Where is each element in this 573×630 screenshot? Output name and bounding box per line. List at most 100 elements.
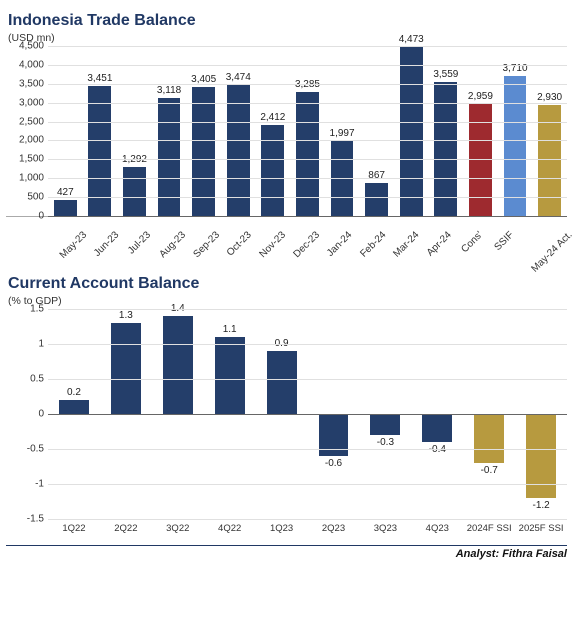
bar-slot: 867 xyxy=(360,46,393,216)
bar-slot: 3,118 xyxy=(153,46,186,216)
x-tick-label: Aug-23 xyxy=(148,217,181,265)
bar-value-label: -0.3 xyxy=(377,437,394,448)
x-tick-label: SSIF xyxy=(481,217,514,265)
bar xyxy=(215,337,245,414)
y-tick-label: 3,500 xyxy=(6,78,44,89)
bar-value-label: 0.2 xyxy=(67,387,81,398)
bar-value-label: -0.6 xyxy=(325,458,342,469)
gridline xyxy=(48,178,567,179)
page: Indonesia Trade Balance (USD mn) 427 3,45… xyxy=(0,0,573,564)
x-tick-label: Jun-23 xyxy=(81,217,114,265)
gridline xyxy=(48,46,567,47)
x-tick-label: Apr-24 xyxy=(414,217,447,265)
bar-value-label: 1,997 xyxy=(330,128,355,139)
x-tick-label: May-24 Act. xyxy=(514,217,567,265)
gridline xyxy=(48,379,567,380)
y-tick-label: 1,000 xyxy=(6,173,44,184)
y-tick-label: 0 xyxy=(6,211,44,222)
bar xyxy=(54,200,77,216)
bar-slot: 427 xyxy=(49,46,82,216)
bar xyxy=(59,400,89,414)
chart2-xaxis: 1Q222Q223Q224Q221Q232Q233Q234Q232024F SS… xyxy=(48,519,567,539)
bar-value-label: 3,451 xyxy=(87,73,112,84)
x-tick-label: May-23 xyxy=(48,217,81,265)
x-tick-label: 2025F SSI xyxy=(515,519,567,539)
y-tick-label: 1,500 xyxy=(6,154,44,165)
x-tick-label: Feb-24 xyxy=(348,217,381,265)
bar-value-label: 3,474 xyxy=(226,72,251,83)
y-tick-label: -0.5 xyxy=(6,444,44,455)
bar-slot: 1,997 xyxy=(326,46,359,216)
bar xyxy=(158,98,181,216)
gridline xyxy=(48,309,567,310)
bar-slot: 2,412 xyxy=(257,46,290,216)
bar-slot: 3,559 xyxy=(430,46,463,216)
x-tick-label: 1Q22 xyxy=(48,519,100,539)
gridline xyxy=(48,484,567,485)
chart2-title: Current Account Balance xyxy=(8,275,567,293)
x-tick-label: Sep-23 xyxy=(181,217,214,265)
x-tick-label: 3Q23 xyxy=(359,519,411,539)
y-tick-label: -1 xyxy=(6,479,44,490)
bar-slot: 3,405 xyxy=(187,46,220,216)
y-tick-label: 4,500 xyxy=(6,41,44,52)
bar xyxy=(365,183,388,216)
chart2-y-unit: (% to GDP) xyxy=(8,295,567,307)
gridline xyxy=(48,84,567,85)
bar-value-label: 1.3 xyxy=(119,310,133,321)
y-tick-label: 500 xyxy=(6,192,44,203)
bar-slot: 2,959 xyxy=(464,46,497,216)
bar-value-label: 3,559 xyxy=(433,69,458,80)
bar xyxy=(370,414,400,435)
gridline xyxy=(48,449,567,450)
bar-value-label: 867 xyxy=(368,170,385,181)
bar xyxy=(267,351,297,414)
x-tick-label: 4Q22 xyxy=(204,519,256,539)
bar-value-label: 2,930 xyxy=(537,92,562,103)
bar-value-label: 4,473 xyxy=(399,34,424,45)
bar xyxy=(474,414,504,463)
y-tick-label: 4,000 xyxy=(6,59,44,70)
x-tick-label: Jan-24 xyxy=(314,217,347,265)
bar-value-label: -1.2 xyxy=(532,500,549,511)
x-tick-label: 2Q22 xyxy=(100,519,152,539)
bar xyxy=(111,323,141,414)
gridline xyxy=(48,65,567,66)
x-tick-label: 3Q22 xyxy=(152,519,204,539)
bar xyxy=(400,47,423,216)
bar-value-label: 2,959 xyxy=(468,91,493,102)
y-tick-label: 3,000 xyxy=(6,97,44,108)
chart1-y-unit: (USD mn) xyxy=(8,32,567,44)
bar-slot: 1,292 xyxy=(118,46,151,216)
gridline xyxy=(48,414,567,415)
y-tick-label: 0 xyxy=(6,409,44,420)
bar xyxy=(526,414,556,498)
gridline xyxy=(48,103,567,104)
gridline xyxy=(48,159,567,160)
chart1-title: Indonesia Trade Balance xyxy=(8,12,567,30)
bar-slot: 3,474 xyxy=(222,46,255,216)
y-tick-label: 1.5 xyxy=(6,304,44,315)
analyst-line: Analyst: Fithra Faisal xyxy=(6,545,567,560)
x-tick-label: 1Q23 xyxy=(256,519,308,539)
y-tick-label: -1.5 xyxy=(6,514,44,525)
bar xyxy=(504,76,527,216)
x-tick-label: Cons' xyxy=(448,217,481,265)
x-tick-label: Jul-23 xyxy=(115,217,148,265)
y-tick-label: 0.5 xyxy=(6,374,44,385)
x-tick-label: 4Q23 xyxy=(411,519,463,539)
chart1-xaxis: May-23Jun-23Jul-23Aug-23Sep-23Oct-23Nov-… xyxy=(48,217,567,265)
bar-slot: 2,930 xyxy=(533,46,566,216)
gridline xyxy=(48,197,567,198)
x-tick-label: Nov-23 xyxy=(248,217,281,265)
chart1-plot: 4273,4511,2923,1183,4053,4742,4123,2851,… xyxy=(6,46,567,217)
chart1-bars: 4273,4511,2923,1183,4053,4742,4123,2851,… xyxy=(48,46,567,216)
bar xyxy=(261,125,284,216)
gridline xyxy=(48,140,567,141)
bar xyxy=(123,167,146,216)
x-tick-label: 2Q23 xyxy=(308,519,360,539)
y-tick-label: 2,000 xyxy=(6,135,44,146)
gridline xyxy=(48,122,567,123)
y-tick-label: 2,500 xyxy=(6,116,44,127)
bar-value-label: -0.7 xyxy=(481,465,498,476)
